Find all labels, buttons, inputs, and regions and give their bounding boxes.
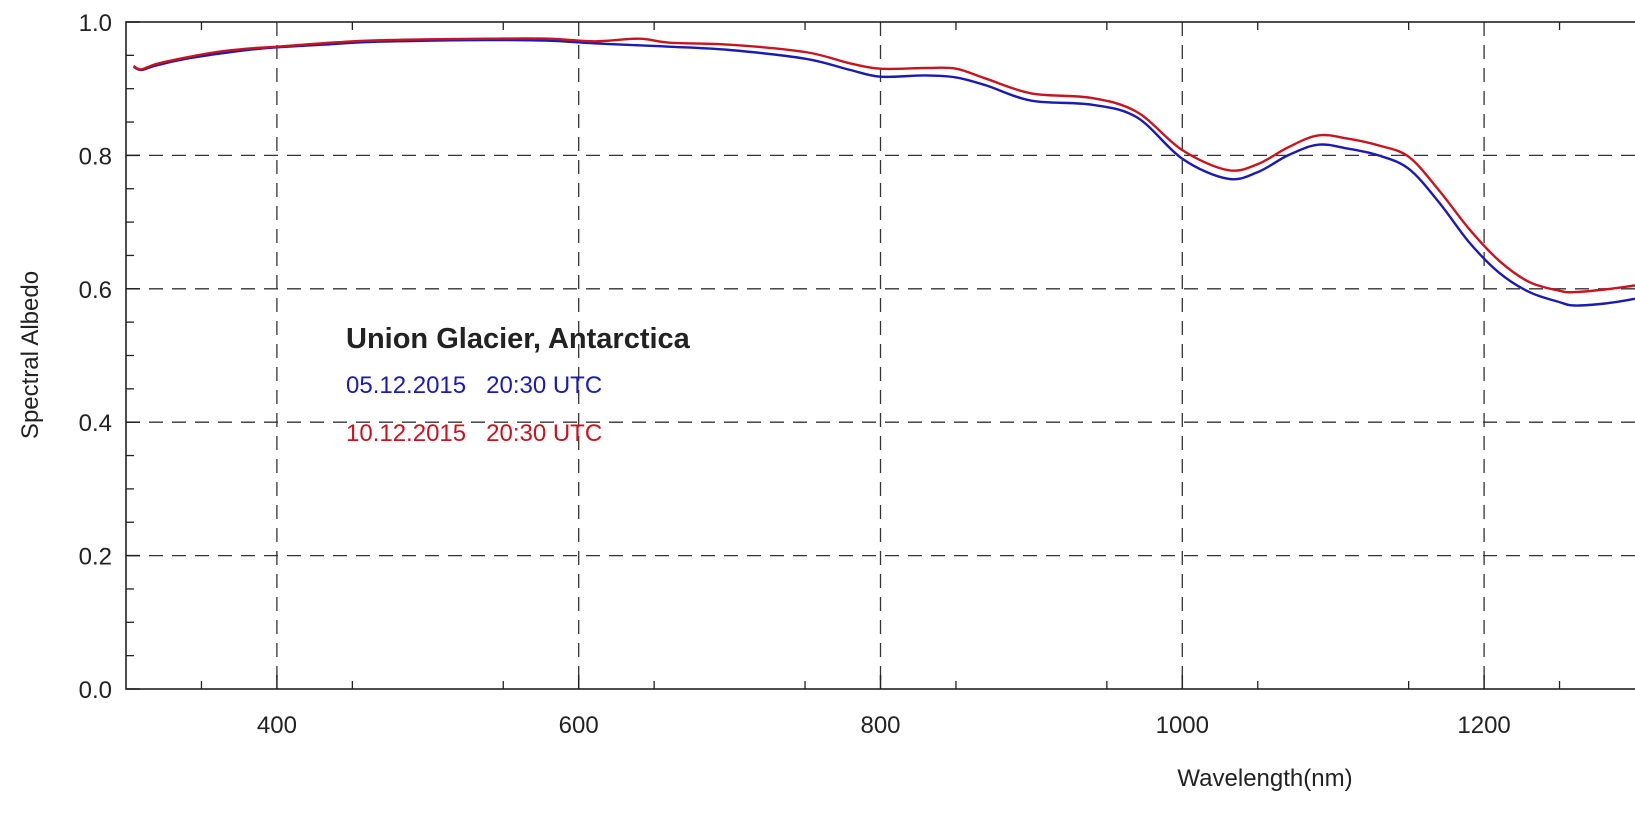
legend-entry-0: 05.12.2015 20:30 UTC: [346, 372, 602, 399]
minor-ticks: [126, 21, 1561, 690]
y-axis-title: Spectral Albedo: [17, 271, 44, 439]
y-tick-label: 1.0: [79, 10, 112, 37]
series-lines: [132, 37, 1635, 307]
x-tick-label: 1200: [1457, 712, 1510, 739]
legend-title: Union Glacier, Antarctica: [346, 323, 691, 355]
legend-entry-1: 10.12.2015 20:30 UTC: [346, 420, 602, 447]
plot-frame: [125, 21, 1635, 690]
legend: Union Glacier, Antarctica 05.12.2015 20:…: [346, 323, 691, 447]
y-tick-label: 0.6: [79, 277, 112, 304]
x-tick-label: 1000: [1156, 712, 1209, 739]
y-tick-label: 0.0: [79, 677, 112, 704]
series-line-1: [132, 37, 1635, 294]
x-axis-title: Wavelength(nm): [1177, 765, 1352, 792]
x-tick-labels: 400 600 800 1000 1200: [257, 712, 1511, 739]
x-tick-label: 400: [257, 712, 297, 739]
y-tick-labels: 0.0 0.2 0.4 0.6 0.8 1.0: [79, 10, 112, 704]
y-tick-label: 0.4: [79, 410, 112, 437]
y-tick-label: 0.2: [79, 544, 112, 571]
x-tick-label: 600: [559, 712, 599, 739]
y-tick-label: 0.8: [79, 143, 112, 170]
series-line-0: [132, 38, 1635, 307]
grid: [126, 22, 1635, 689]
x-tick-label: 800: [860, 712, 900, 739]
